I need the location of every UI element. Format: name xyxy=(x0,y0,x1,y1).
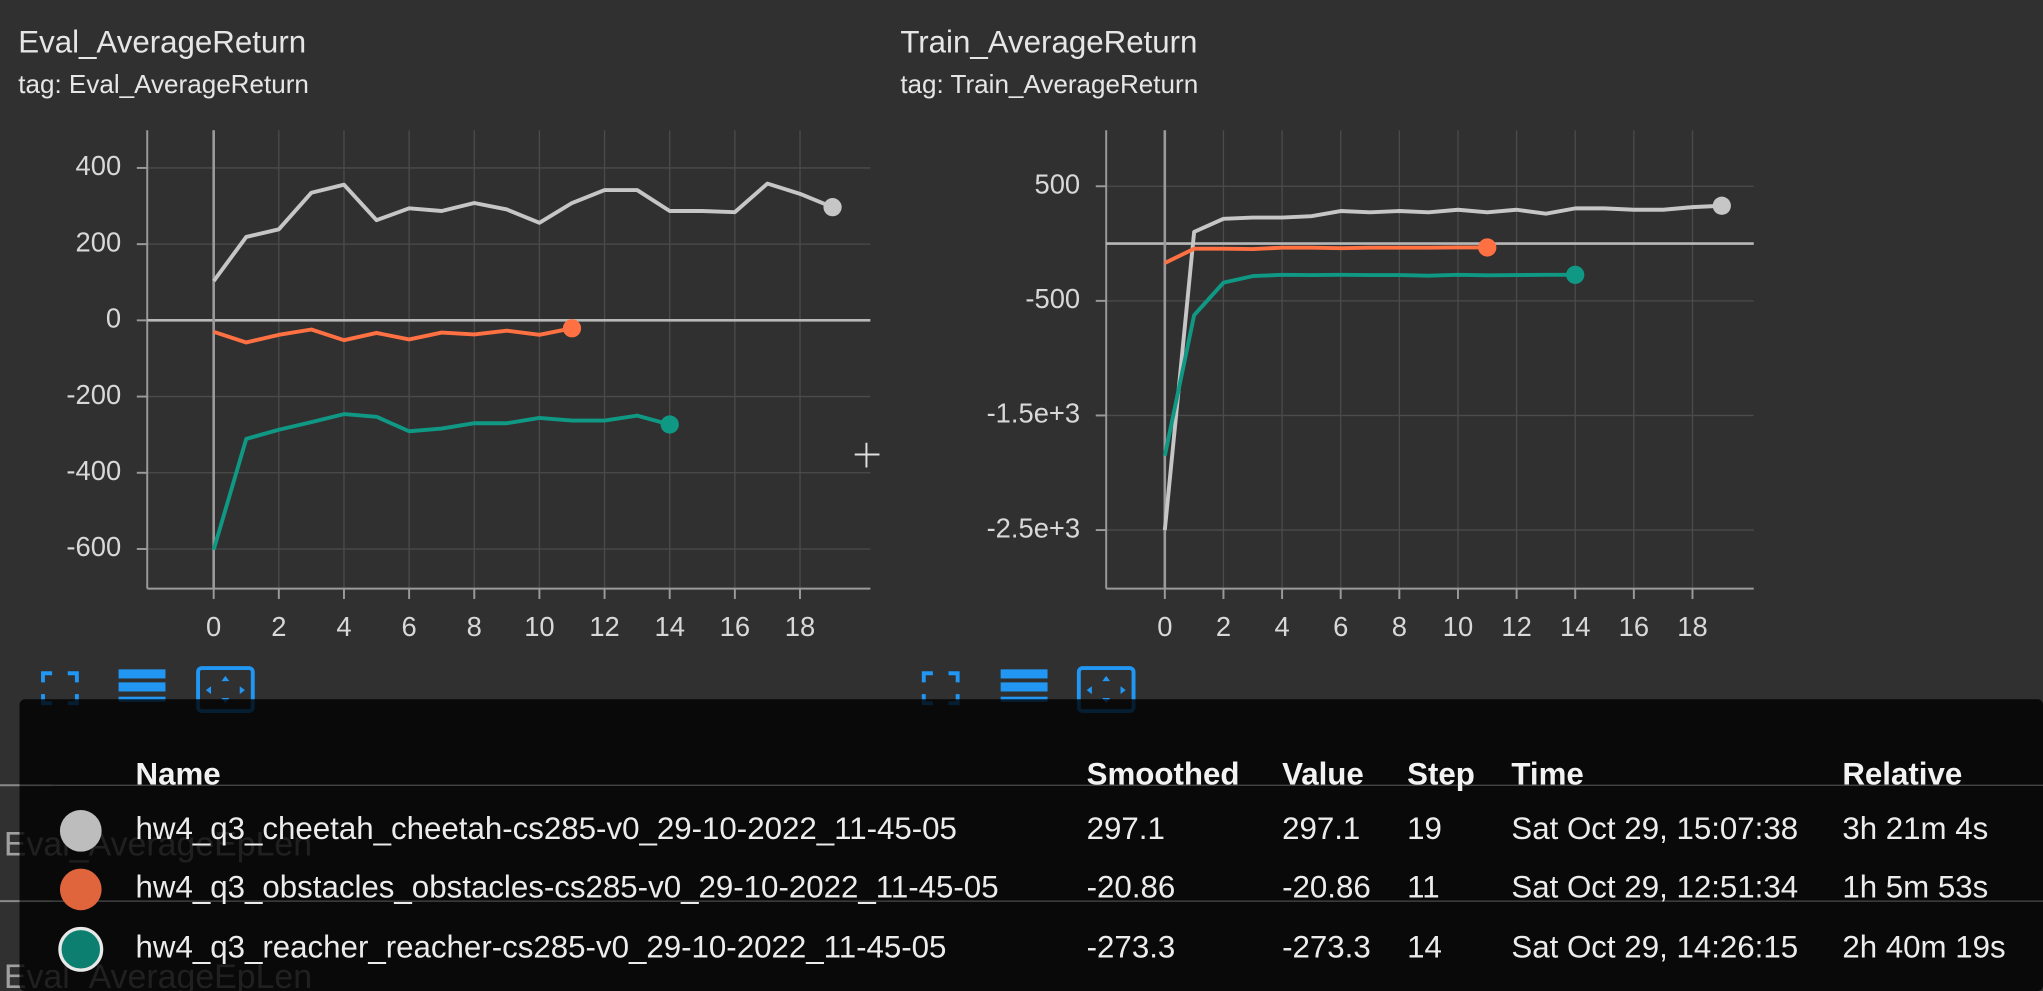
y-tick-label: 400 xyxy=(76,150,122,181)
table-cell: 297.1 xyxy=(1087,811,1165,846)
x-tick-label: 2 xyxy=(1216,611,1231,642)
list-icon[interactable] xyxy=(1000,669,1048,702)
y-tick-label: -500 xyxy=(1025,283,1080,314)
chart: Train_AverageReturn tag: Train_AverageRet… xyxy=(900,25,1754,642)
table-cell: 14 xyxy=(1407,930,1442,965)
chart-title: Eval_AverageReturn xyxy=(18,25,306,60)
run-color xyxy=(59,868,102,911)
table-cell: hw4_q3_obstacles_obstacles-cs285-v0_29-1… xyxy=(136,870,999,905)
x-tick-label: 14 xyxy=(654,611,684,642)
series-line xyxy=(213,326,573,345)
series-end-point xyxy=(1566,265,1585,284)
table-cell: hw4_q3_reacher_reacher-cs285-v0_29-10-20… xyxy=(136,930,947,965)
x-tick-label: 8 xyxy=(467,611,482,642)
run-color xyxy=(59,809,102,852)
x-tick-label: 14 xyxy=(1560,611,1590,642)
y-tick-label: -400 xyxy=(66,455,121,486)
x-tick-label: 16 xyxy=(720,611,750,642)
y-tick-label: -2.5e+3 xyxy=(987,512,1081,543)
x-tick-label: 12 xyxy=(1501,611,1531,642)
table-cell: Sat Oct 29, 15:07:38 xyxy=(1511,811,1798,846)
table-cell: -273.3 xyxy=(1282,930,1371,965)
x-tick-label: 8 xyxy=(1392,611,1407,642)
table-cell: Sat Oct 29, 14:26:15 xyxy=(1511,930,1798,965)
series-line xyxy=(1163,245,1488,265)
column-header: Smoothed xyxy=(1087,756,1240,791)
y-tick-label: 0 xyxy=(106,303,121,334)
x-tick-label: 4 xyxy=(1274,611,1289,642)
series-line xyxy=(211,412,671,551)
series-line xyxy=(1162,203,1722,531)
y-tick-label: 500 xyxy=(1034,168,1080,199)
x-tick-label: 10 xyxy=(1443,611,1473,642)
x-tick-label: 18 xyxy=(1677,611,1707,642)
cursor xyxy=(854,442,880,468)
tooltip xyxy=(19,699,2043,991)
x-tick-label: 0 xyxy=(206,611,221,642)
series-end-point xyxy=(660,415,679,434)
x-tick-label: 6 xyxy=(1333,611,1348,642)
x-tick-label: 4 xyxy=(336,611,351,642)
series-line xyxy=(212,181,834,283)
table-cell: Sat Oct 29, 12:51:34 xyxy=(1511,870,1798,905)
y-tick-label: -1.5e+3 xyxy=(987,398,1081,429)
table-cell: -273.3 xyxy=(1087,930,1176,965)
table-cell: hw4_q3_cheetah_cheetah-cs285-v0_29-10-20… xyxy=(136,811,957,846)
column-header: Name xyxy=(136,756,221,791)
tooltip-table: Name Smoothed Value Step Time Relative hw4_q3_… xyxy=(58,756,2006,972)
charts: Eval_AverageReturn tag: Eval_AverageRetur… xyxy=(18,25,1754,642)
table-cell: 2h 40m 19s xyxy=(1842,930,2005,965)
table-cell: -20.86 xyxy=(1087,870,1176,905)
table-cell: 11 xyxy=(1407,870,1439,905)
chart-subtitle: tag: Eval_AverageReturn xyxy=(18,69,309,99)
x-tick-label: 12 xyxy=(589,611,619,642)
table-cell: -20.86 xyxy=(1282,870,1371,905)
chart-title: Train_AverageReturn xyxy=(900,25,1197,60)
x-tick-label: 6 xyxy=(402,611,417,642)
x-tick-label: 10 xyxy=(524,611,554,642)
y-tick-label: -600 xyxy=(66,531,121,562)
series-end-point xyxy=(1478,238,1497,257)
x-tick-label: 16 xyxy=(1619,611,1649,642)
x-tick-label: 0 xyxy=(1157,611,1172,642)
x-tick-label: 2 xyxy=(271,611,286,642)
column-header: Time xyxy=(1511,756,1583,791)
chart: Eval_AverageReturn tag: Eval_AverageRetur… xyxy=(18,25,871,642)
column-header: Relative xyxy=(1842,756,1962,791)
series-end-point xyxy=(823,198,842,217)
fullscreen-icon[interactable] xyxy=(921,671,960,706)
y-tick-label: 200 xyxy=(76,226,122,257)
series-end-point xyxy=(1712,196,1731,215)
fullscreen-icon[interactable] xyxy=(41,671,79,706)
table-cell: 19 xyxy=(1407,811,1442,846)
x-tick-label: 18 xyxy=(785,611,815,642)
table-cell: 1h 5m 53s xyxy=(1842,870,1988,905)
column-header: Step xyxy=(1407,756,1475,791)
table-cell: 3h 21m 4s xyxy=(1842,811,1988,846)
table-cell: 297.1 xyxy=(1282,811,1360,846)
chart-subtitle: tag: Train_AverageReturn xyxy=(900,69,1198,99)
series-line xyxy=(1162,272,1576,457)
y-tick-label: -200 xyxy=(66,379,121,410)
column-header: Value xyxy=(1282,756,1364,791)
list-icon[interactable] xyxy=(118,669,166,702)
run-color xyxy=(58,926,104,972)
series-end-point xyxy=(562,319,582,338)
